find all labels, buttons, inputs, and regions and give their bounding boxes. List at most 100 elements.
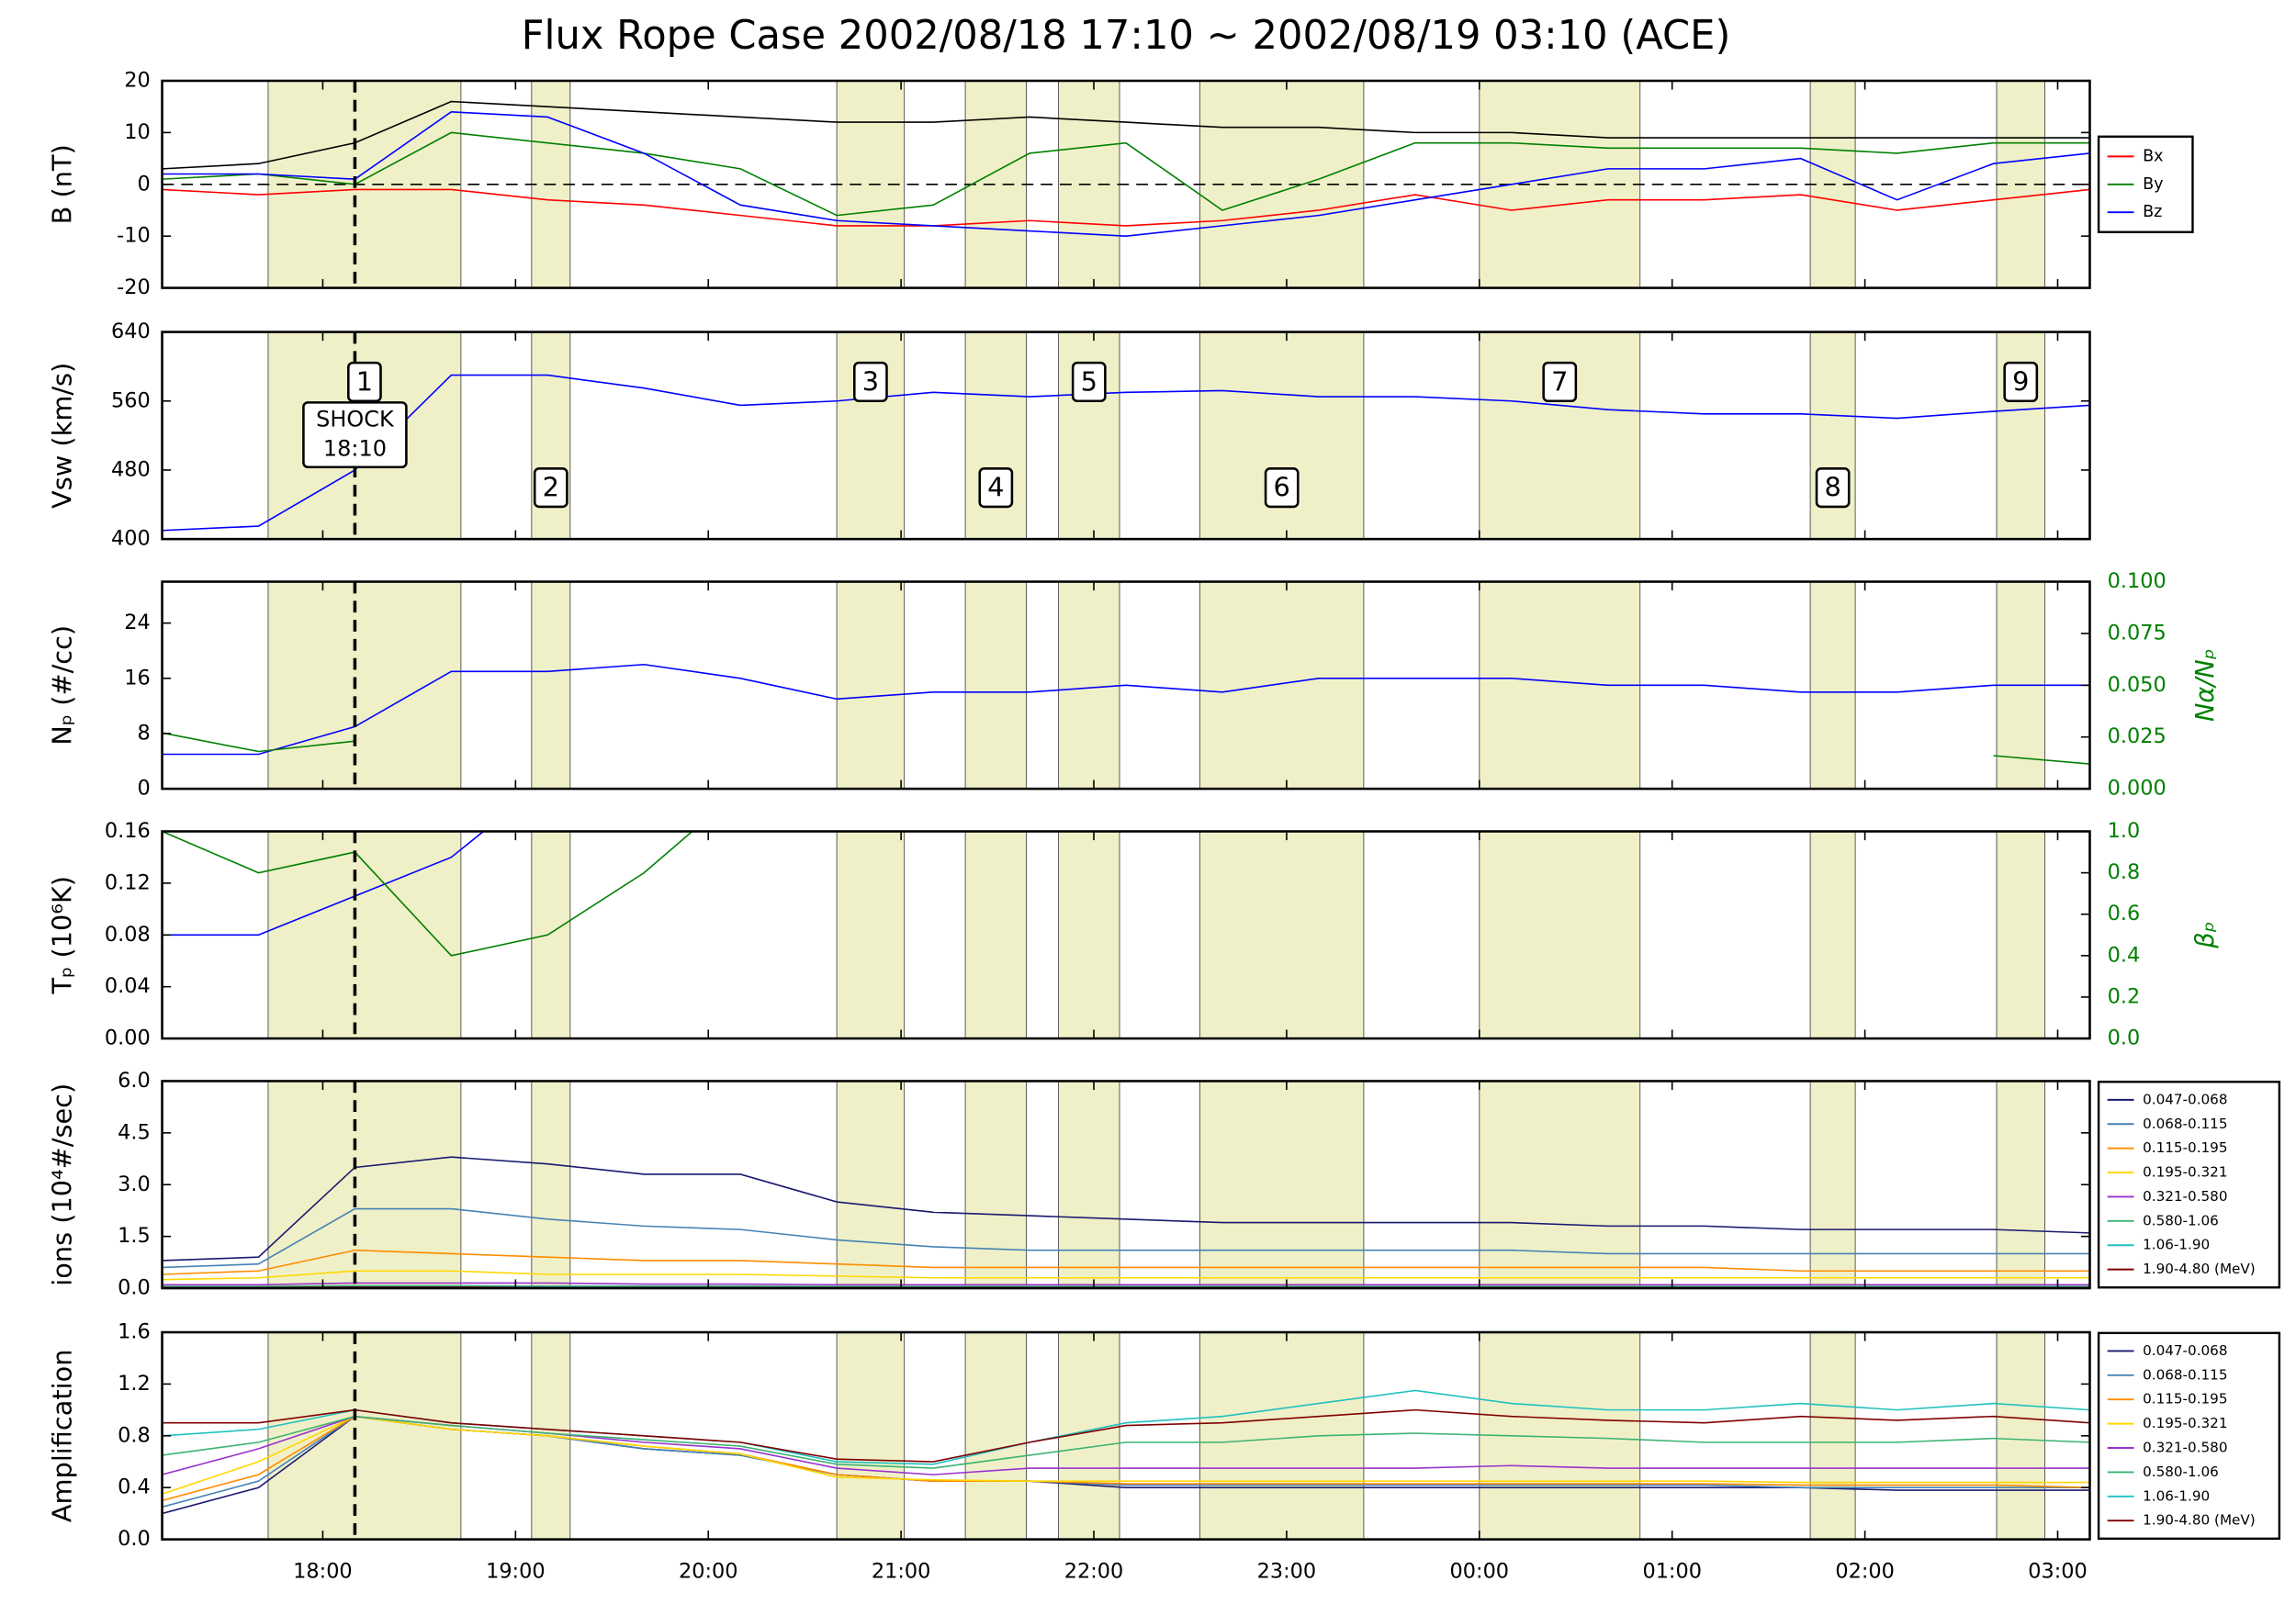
legend-label: 1.90-4.80 (MeV): [2143, 1512, 2256, 1529]
interval-label-box: [2003, 361, 2039, 403]
panel: 0.00 0.04 0.08 0.12 0.16 0.0 0.2 0.4 0.6 0.8 1.0 βₚ…: [46, 819, 2220, 1050]
interval-band: [964, 581, 1028, 790]
interval-label-box: [978, 467, 1014, 509]
x-tick-label: 00:00: [1450, 1559, 1509, 1583]
x-tick-label: 19:00: [486, 1559, 545, 1583]
interval-band: [964, 1331, 1028, 1541]
y-tick-label: -10: [117, 224, 151, 248]
x-tick-label: 03:00: [2028, 1559, 2087, 1583]
shock-time: 18:10: [323, 436, 387, 462]
interval-label-box: [853, 361, 888, 403]
interval-band: [531, 1080, 571, 1289]
interval-label-box: [1264, 467, 1300, 509]
y2-tick-label: 0.050: [2108, 673, 2167, 697]
interval-label: 8: [1824, 472, 1840, 503]
y-tick-label: 0: [137, 777, 150, 801]
y-tick-label: 0: [137, 172, 150, 196]
interval-band: [267, 1331, 462, 1541]
interval-band: [1996, 831, 2045, 1039]
y-tick-label: 0.04: [105, 974, 151, 998]
interval-label: 2: [543, 472, 559, 503]
legend-label: 0.580-1.06: [2143, 1212, 2219, 1228]
legend-label: Bx: [2143, 147, 2163, 165]
y-tick-label: 0.08: [105, 923, 151, 947]
y-axis-label: Amplification: [46, 1349, 77, 1522]
series-group: [162, 100, 2090, 237]
interval-label-box: [1071, 361, 1107, 403]
interval-label-box: [1815, 467, 1851, 509]
y-tick-label: 640: [111, 320, 151, 343]
interval-band: [531, 831, 571, 1039]
interval-band: [1809, 1080, 1856, 1289]
x-tick-label: 01:00: [1642, 1559, 1701, 1583]
interval-label: 7: [1551, 366, 1568, 398]
y-tick-label: 10: [124, 120, 150, 144]
y-tick-label: 24: [124, 611, 150, 634]
interval-label: 6: [1274, 472, 1290, 503]
y-tick-label: 1.5: [118, 1224, 151, 1248]
interval-band: [267, 1080, 462, 1289]
interval-band: [1199, 831, 1365, 1039]
data-line: [162, 1282, 2090, 1286]
interval-band: [531, 581, 571, 790]
interval-band: [1809, 831, 1856, 1039]
legend-label: 0.068-0.115: [2143, 1366, 2227, 1383]
y-axis-label: Tₚ (10⁶K): [46, 876, 77, 995]
y-tick-label: 400: [111, 527, 151, 551]
legend-label: 1.90-4.80 (MeV): [2143, 1261, 2256, 1277]
interval-label: 4: [987, 472, 1004, 503]
interval-band: [1479, 1080, 1641, 1289]
interval-band: [836, 1080, 906, 1289]
x-tick-label: 02:00: [1835, 1559, 1894, 1583]
y-tick-label: 1.2: [118, 1372, 151, 1396]
interval-band: [1058, 1080, 1120, 1289]
panel: 0 8 16 24 0.000 0.025 0.050 0.075 0.100 Nα/Nₚ Nₚ (…: [46, 569, 2220, 801]
legend-label: 0.068-0.115: [2143, 1116, 2227, 1132]
interval-band: [1199, 331, 1365, 540]
series-group: [162, 1389, 2090, 1515]
axes-frame: [161, 331, 2091, 541]
data-line: [162, 732, 2090, 765]
interval-band: [1058, 831, 1120, 1039]
x-tick-label: 21:00: [872, 1559, 930, 1583]
x-tick-label: 18:00: [293, 1559, 352, 1583]
panel: -20 -10 0 10 20 B (nT) Bx By Bz: [46, 68, 2194, 299]
interval-band: [1996, 1080, 2045, 1289]
interval-band: [267, 581, 462, 790]
y-tick-label: 16: [124, 666, 150, 690]
interval-label: 9: [2012, 366, 2029, 398]
panel: 400 480 560 640 Vsw (km/s) 1 2 3 4 5 6 7 8 9 SHOCK 18:1…: [46, 320, 2091, 551]
legend-label: By: [2143, 175, 2163, 194]
y2-tick-label: 0.000: [2108, 777, 2167, 801]
interval-label: 3: [862, 366, 879, 398]
y-axis-label: ions (10⁴#/sec): [46, 1083, 77, 1286]
interval-band: [1809, 1331, 1856, 1541]
x-tick-label: 22:00: [1064, 1559, 1123, 1583]
interval-band: [1199, 80, 1365, 289]
y2-axis-label: βₚ: [2191, 922, 2220, 949]
legend-label: 0.580-1.06: [2143, 1464, 2219, 1480]
y2-tick-label: 1.0: [2108, 819, 2141, 843]
data-line: [162, 831, 693, 957]
y2-tick-label: 0.0: [2108, 1026, 2141, 1050]
data-line: [162, 188, 2090, 227]
y-tick-label: 480: [111, 457, 151, 481]
legend-box: [2097, 1081, 2281, 1289]
legend-label: 1.06-1.90: [2143, 1487, 2210, 1504]
y-axis-label: Nₚ (#/cc): [46, 625, 77, 746]
data-line: [162, 1207, 2090, 1269]
y-tick-label: 20: [124, 68, 150, 92]
y-tick-label: 0.0: [118, 1276, 151, 1300]
panel: 0.0 1.5 3.0 4.5 6.0 ions (10⁴#/sec) 0.047-0.06…: [46, 1069, 2281, 1300]
interval-band: [1479, 831, 1641, 1039]
data-line: [162, 374, 2090, 532]
data-line: [162, 1156, 2090, 1262]
legend-label: Bz: [2143, 203, 2162, 221]
legend-label: 0.115-0.195: [2143, 1139, 2227, 1156]
y-tick-label: 0.4: [118, 1475, 151, 1499]
interval-band: [836, 831, 906, 1039]
figure-title: Flux Rope Case 2002/08/18 17:10 ~ 2002/0…: [522, 13, 1731, 59]
data-line: [162, 111, 2090, 237]
legend-label: 0.047-0.068: [2143, 1342, 2227, 1359]
